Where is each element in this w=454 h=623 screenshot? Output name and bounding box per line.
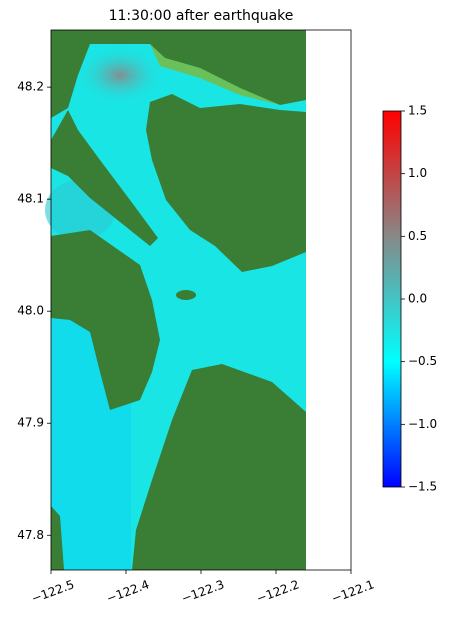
colorbar-tick-label: −1.5: [408, 480, 437, 494]
colorbar-tick-label: −1.0: [408, 417, 437, 431]
colorbar-tick-label: 1.0: [408, 166, 427, 180]
x-tick-label: −122.1: [330, 577, 377, 605]
y-tick-label: 47.9: [17, 416, 44, 430]
colorbar: −1.5 −1.0 −0.5 0.0 0.5 1.0 1.5: [382, 104, 437, 494]
y-tick-label: 48.0: [17, 304, 44, 318]
y-tick-label: 48.2: [17, 80, 44, 94]
colorbar-tick-label: −0.5: [408, 354, 437, 368]
colorbar-tick-label: 1.5: [408, 104, 427, 118]
colorbar-tick-label: 0.0: [408, 292, 427, 306]
map: [45, 29, 352, 571]
y-tick-label: 48.1: [17, 192, 44, 206]
y-tick-label: 47.8: [17, 528, 44, 542]
chart-title: 11:30:00 after earthquake: [109, 8, 294, 24]
x-tick-label: −122.2: [255, 577, 302, 605]
x-tick-label: −122.3: [180, 577, 227, 605]
x-tick-label: −122.4: [105, 577, 152, 605]
colorbar-tick-label: 0.5: [408, 229, 427, 243]
x-tick-label: −122.5: [30, 577, 77, 605]
